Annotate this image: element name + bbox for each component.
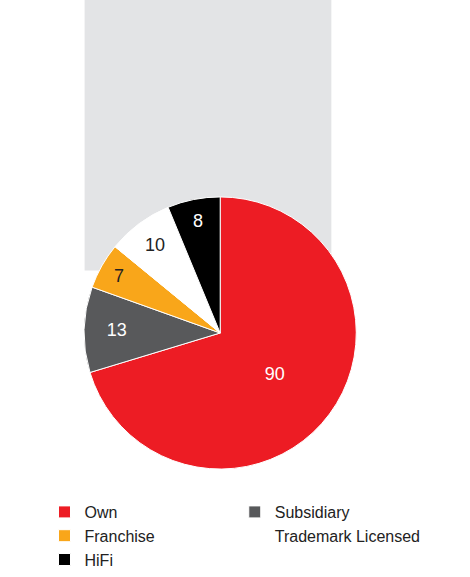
svg-text:8: 8 (193, 211, 203, 231)
svg-text:Trademark Licensed: Trademark Licensed (275, 528, 420, 545)
svg-text:13: 13 (107, 320, 127, 340)
svg-text:Franchise: Franchise (85, 528, 155, 545)
svg-text:10: 10 (145, 235, 165, 255)
svg-text:7: 7 (114, 266, 124, 286)
svg-text:90: 90 (265, 364, 285, 384)
svg-text:Own: Own (85, 504, 118, 521)
svg-text:HiFi: HiFi (85, 552, 113, 569)
svg-text:Subsidiary: Subsidiary (275, 504, 350, 521)
